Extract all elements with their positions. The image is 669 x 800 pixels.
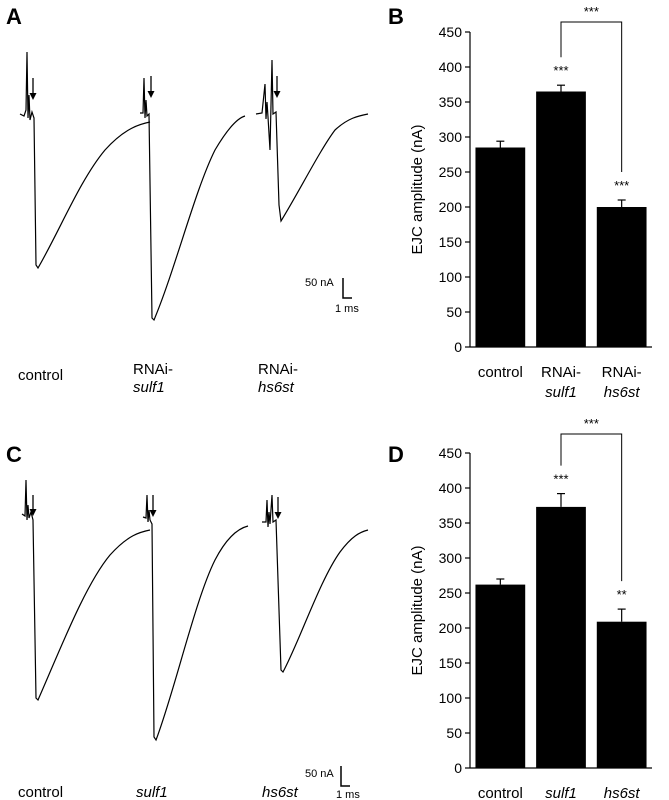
- y-tick-label-b-50: 50: [446, 304, 462, 320]
- panel-c-traces: [21, 479, 369, 742]
- comparison-bracket-d: [560, 433, 623, 582]
- y-tick-label-d-300: 300: [439, 550, 463, 566]
- arrow-head-c-hs6st: [274, 512, 282, 519]
- y-tick-label-d-450: 450: [439, 445, 463, 461]
- bar-d-1: [536, 506, 586, 768]
- significance-b-1: ***: [553, 63, 568, 78]
- y-axis-label-b: EJC amplitude (nA): [409, 124, 426, 254]
- scale-label-h-c: 1 ms: [336, 789, 360, 800]
- trace-c-control: [21, 479, 151, 702]
- arrow-head-c-control: [29, 509, 37, 516]
- bar-d-0: [475, 584, 526, 768]
- significance-d-2: **: [617, 587, 627, 602]
- scale-label-v-a: 50 nA: [305, 277, 334, 289]
- y-tick-label-d-100: 100: [439, 690, 463, 706]
- trace-label-a-hs6st-l2: hs6st: [258, 379, 295, 396]
- category-label-b-1-line2: sulf1: [545, 384, 577, 401]
- y-tick-label-b-300: 300: [439, 129, 463, 145]
- bar-chart-b: EJC amplitude (nA) 0 50 100 150 200 250 300 350 4…: [409, 4, 652, 401]
- scale-bar-a: [342, 278, 352, 299]
- category-label-d-0: control: [478, 785, 523, 800]
- bracket-significance-b: ***: [584, 4, 599, 19]
- trace-label-a-control: control: [18, 367, 63, 384]
- trace-c-sulf1: [142, 494, 249, 742]
- trace-a-control: [19, 51, 151, 270]
- panel-letter-b: B: [388, 4, 404, 29]
- y-tick-label-d-250: 250: [439, 585, 463, 601]
- y-tick-label-b-250: 250: [439, 164, 463, 180]
- trace-a-sulf1: [140, 77, 246, 322]
- bar-b-2: [596, 207, 647, 347]
- y-tick-label-b-450: 450: [439, 24, 463, 40]
- bar-chart-d: EJC amplitude (nA) 0 50 100 150 200 250 300 350 4…: [409, 416, 652, 800]
- trace-label-c-sulf1: sulf1: [136, 784, 168, 800]
- panel-letter-d: D: [388, 442, 404, 467]
- bar-d-2: [596, 621, 647, 768]
- category-label-b-0: control: [478, 364, 523, 381]
- significance-d-1: ***: [553, 472, 568, 487]
- trace-label-a-sulf1-l2: sulf1: [133, 379, 165, 396]
- scale-bar-c: [340, 766, 350, 787]
- trace-label-a-sulf1-l1: RNAi-: [133, 361, 173, 378]
- y-tick-label-b-150: 150: [439, 234, 463, 250]
- arrow-head-c-sulf1: [149, 510, 157, 517]
- y-tick-label-d-350: 350: [439, 515, 463, 531]
- trace-a-hs6st: [255, 59, 369, 223]
- y-tick-label-b-200: 200: [439, 199, 463, 215]
- category-label-b-1: RNAi-: [541, 364, 581, 381]
- panel-a-traces: [19, 51, 369, 322]
- trace-c-hs6st: [262, 494, 369, 673]
- arrow-head-a-sulf1: [147, 91, 155, 98]
- y-tick-label-d-150: 150: [439, 655, 463, 671]
- arrow-head-a-control: [29, 93, 37, 100]
- y-tick-label-b-400: 400: [439, 59, 463, 75]
- bar-b-0: [475, 147, 526, 347]
- panel-letter-a: A: [6, 4, 22, 29]
- scale-label-v-c: 50 nA: [305, 768, 334, 780]
- y-tick-label-d-0: 0: [454, 760, 462, 776]
- scale-label-h-a: 1 ms: [335, 303, 359, 315]
- y-tick-label-b-100: 100: [439, 269, 463, 285]
- category-label-b-2-line2: hs6st: [604, 384, 641, 401]
- bar-b-1: [536, 91, 586, 347]
- y-tick-label-d-200: 200: [439, 620, 463, 636]
- y-tick-label-b-350: 350: [439, 94, 463, 110]
- y-tick-label-d-50: 50: [446, 725, 462, 741]
- significance-b-2: ***: [614, 178, 629, 193]
- trace-label-c-hs6st: hs6st: [262, 784, 299, 800]
- arrow-head-a-hs6st: [273, 91, 281, 98]
- trace-label-a-hs6st-l1: RNAi-: [258, 361, 298, 378]
- y-axis-label-d: EJC amplitude (nA): [409, 545, 426, 675]
- bracket-significance-d: ***: [584, 416, 599, 431]
- category-label-d-1: sulf1: [545, 785, 577, 800]
- trace-label-c-control: control: [18, 784, 63, 800]
- y-tick-label-d-400: 400: [439, 480, 463, 496]
- y-tick-label-b-0: 0: [454, 339, 462, 355]
- category-label-b-2: RNAi-: [602, 364, 642, 381]
- panel-letter-c: C: [6, 442, 22, 467]
- comparison-bracket-b: [560, 21, 623, 172]
- category-label-d-2: hs6st: [604, 785, 641, 800]
